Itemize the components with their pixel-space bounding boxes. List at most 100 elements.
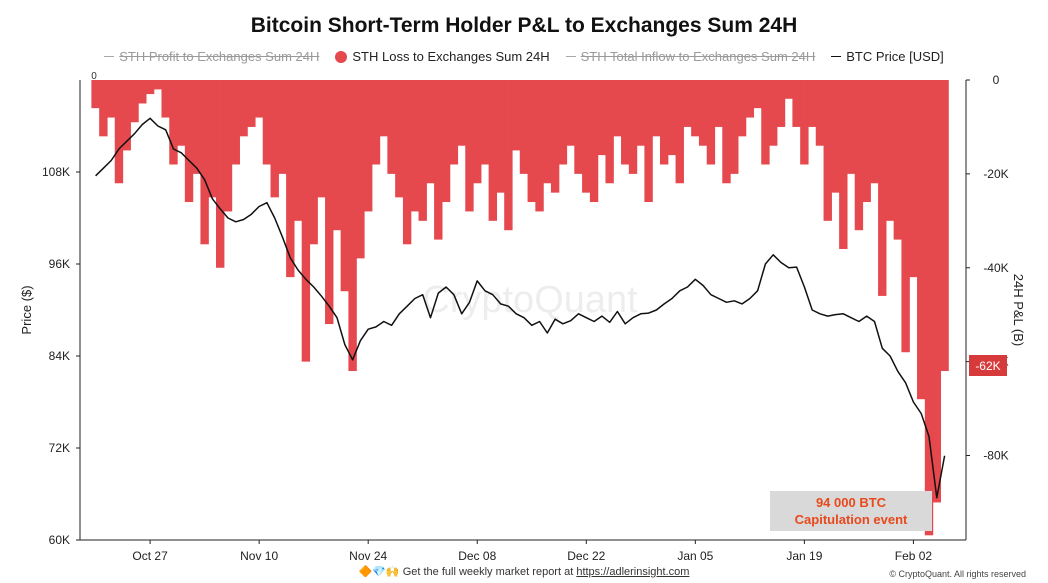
loss-bar (138, 80, 147, 104)
loss-bar (667, 80, 677, 156)
loss-bar (371, 80, 381, 165)
loss-bar (917, 80, 926, 400)
loss-bar (706, 80, 716, 165)
left-tick-label: 108K (42, 165, 70, 179)
loss-bar (286, 80, 295, 278)
footer-link[interactable]: https://adlerinsight.com (576, 566, 690, 578)
x-tick-label: Dec 08 (458, 549, 496, 563)
left-tick-label: 72K (49, 441, 70, 455)
loss-bar (239, 80, 248, 137)
loss-bar (91, 80, 100, 109)
loss-bar (426, 80, 435, 184)
footer-text: Get the full weekly market report at (402, 566, 574, 578)
loss-bar (909, 80, 918, 278)
loss-bar (488, 80, 498, 221)
loss-bar (698, 80, 708, 146)
loss-bar (441, 80, 451, 203)
annotation-line1: 94 000 BTC (816, 495, 887, 510)
loss-bar (807, 80, 817, 127)
legend-item-sth-profit[interactable]: STH Profit to Exchanges Sum 24H (104, 49, 319, 64)
legend-label: STH Loss to Exchanges Sum 24H (352, 49, 550, 64)
legend-item-sth-total-inflow[interactable]: STH Total Inflow to Exchanges Sum 24H (565, 49, 815, 64)
legend-line-icon (831, 56, 842, 57)
loss-bar (636, 80, 645, 146)
legend-label: STH Profit to Exchanges Sum 24H (119, 49, 320, 64)
loss-bar (792, 80, 801, 127)
loss-bar (737, 80, 747, 137)
loss-bar (130, 80, 139, 123)
loss-bar (800, 80, 809, 165)
top-left-zero-label: 0 (91, 71, 97, 82)
loss-bar (854, 80, 864, 231)
loss-bar (776, 80, 786, 127)
annotation-box (770, 491, 932, 531)
loss-bar (839, 80, 848, 249)
last-value-badge: -62K (969, 355, 1007, 376)
x-tick-label: Jan 19 (786, 549, 822, 563)
loss-bar (823, 80, 832, 221)
loss-bar (177, 80, 186, 146)
loss-bar (122, 80, 131, 151)
watermark: CryptoQuant (422, 279, 638, 321)
right-tick-label: -20K (983, 167, 1008, 181)
loss-bar (309, 80, 318, 245)
loss-bar (745, 80, 755, 118)
chart-title: Bitcoin Short-Term Holder P&L to Exchang… (250, 14, 798, 37)
loss-bar (784, 80, 793, 99)
loss-bar (473, 80, 482, 184)
loss-bar (317, 80, 326, 198)
loss-bar (753, 80, 762, 109)
loss-bar (870, 80, 879, 184)
loss-bar (582, 80, 591, 193)
loss-bar (574, 80, 583, 174)
right-axis-title: 24H P&L (B) (1011, 274, 1026, 347)
loss-bar (761, 80, 770, 165)
loss-bar (519, 80, 529, 174)
loss-bar (691, 80, 700, 137)
left-tick-label: 84K (49, 349, 70, 363)
loss-bar (184, 80, 194, 203)
loss-bar (99, 80, 108, 137)
loss-bar (714, 80, 723, 127)
loss-bar (161, 80, 170, 118)
loss-bar (504, 80, 513, 231)
left-axis-ticks: 60K 72K 84K 96K 108K (42, 165, 80, 547)
right-tick-label: -40K (983, 261, 1008, 275)
loss-bar (675, 80, 684, 184)
loss-bar (496, 80, 505, 193)
loss-bar (332, 80, 342, 231)
loss-bar (940, 80, 949, 372)
loss-bar (480, 80, 490, 165)
right-tick-label: -80K (983, 449, 1008, 463)
loss-bar (885, 80, 895, 221)
loss-bar (527, 80, 536, 203)
loss-bar (566, 80, 575, 146)
last-value-badge-bg (969, 355, 1007, 376)
loss-bar (153, 80, 163, 90)
loss-bar (410, 80, 420, 212)
loss-bar (659, 80, 669, 165)
loss-bar (262, 80, 272, 165)
loss-bar (831, 80, 840, 193)
footer-note: 🔶💎🙌 Get the full weekly market report at… (0, 565, 1048, 578)
btc-price-line (95, 117, 946, 499)
left-tick-label: 96K (49, 257, 70, 271)
loss-area-layer (91, 80, 949, 536)
loss-bar (356, 80, 365, 259)
legend-line-icon (104, 56, 115, 57)
legend-item-btc-price[interactable]: BTC Price [USD] (831, 49, 944, 64)
last-value-badge-text: -62K (975, 359, 1000, 373)
loss-bar (901, 80, 910, 353)
legend-item-sth-loss[interactable]: STH Loss to Exchanges Sum 24H (335, 49, 550, 64)
footer-emoji-icon: 🔶💎🙌 (358, 566, 400, 578)
legend-label: BTC Price [USD] (846, 49, 944, 64)
loss-bar (543, 80, 552, 184)
loss-bar (597, 80, 607, 156)
loss-bar (511, 80, 521, 151)
legend-line-icon (565, 56, 576, 57)
x-tick-label: Feb 02 (895, 549, 933, 563)
loss-bar (558, 80, 568, 165)
loss-bar (644, 80, 653, 203)
loss-bar (200, 80, 209, 245)
